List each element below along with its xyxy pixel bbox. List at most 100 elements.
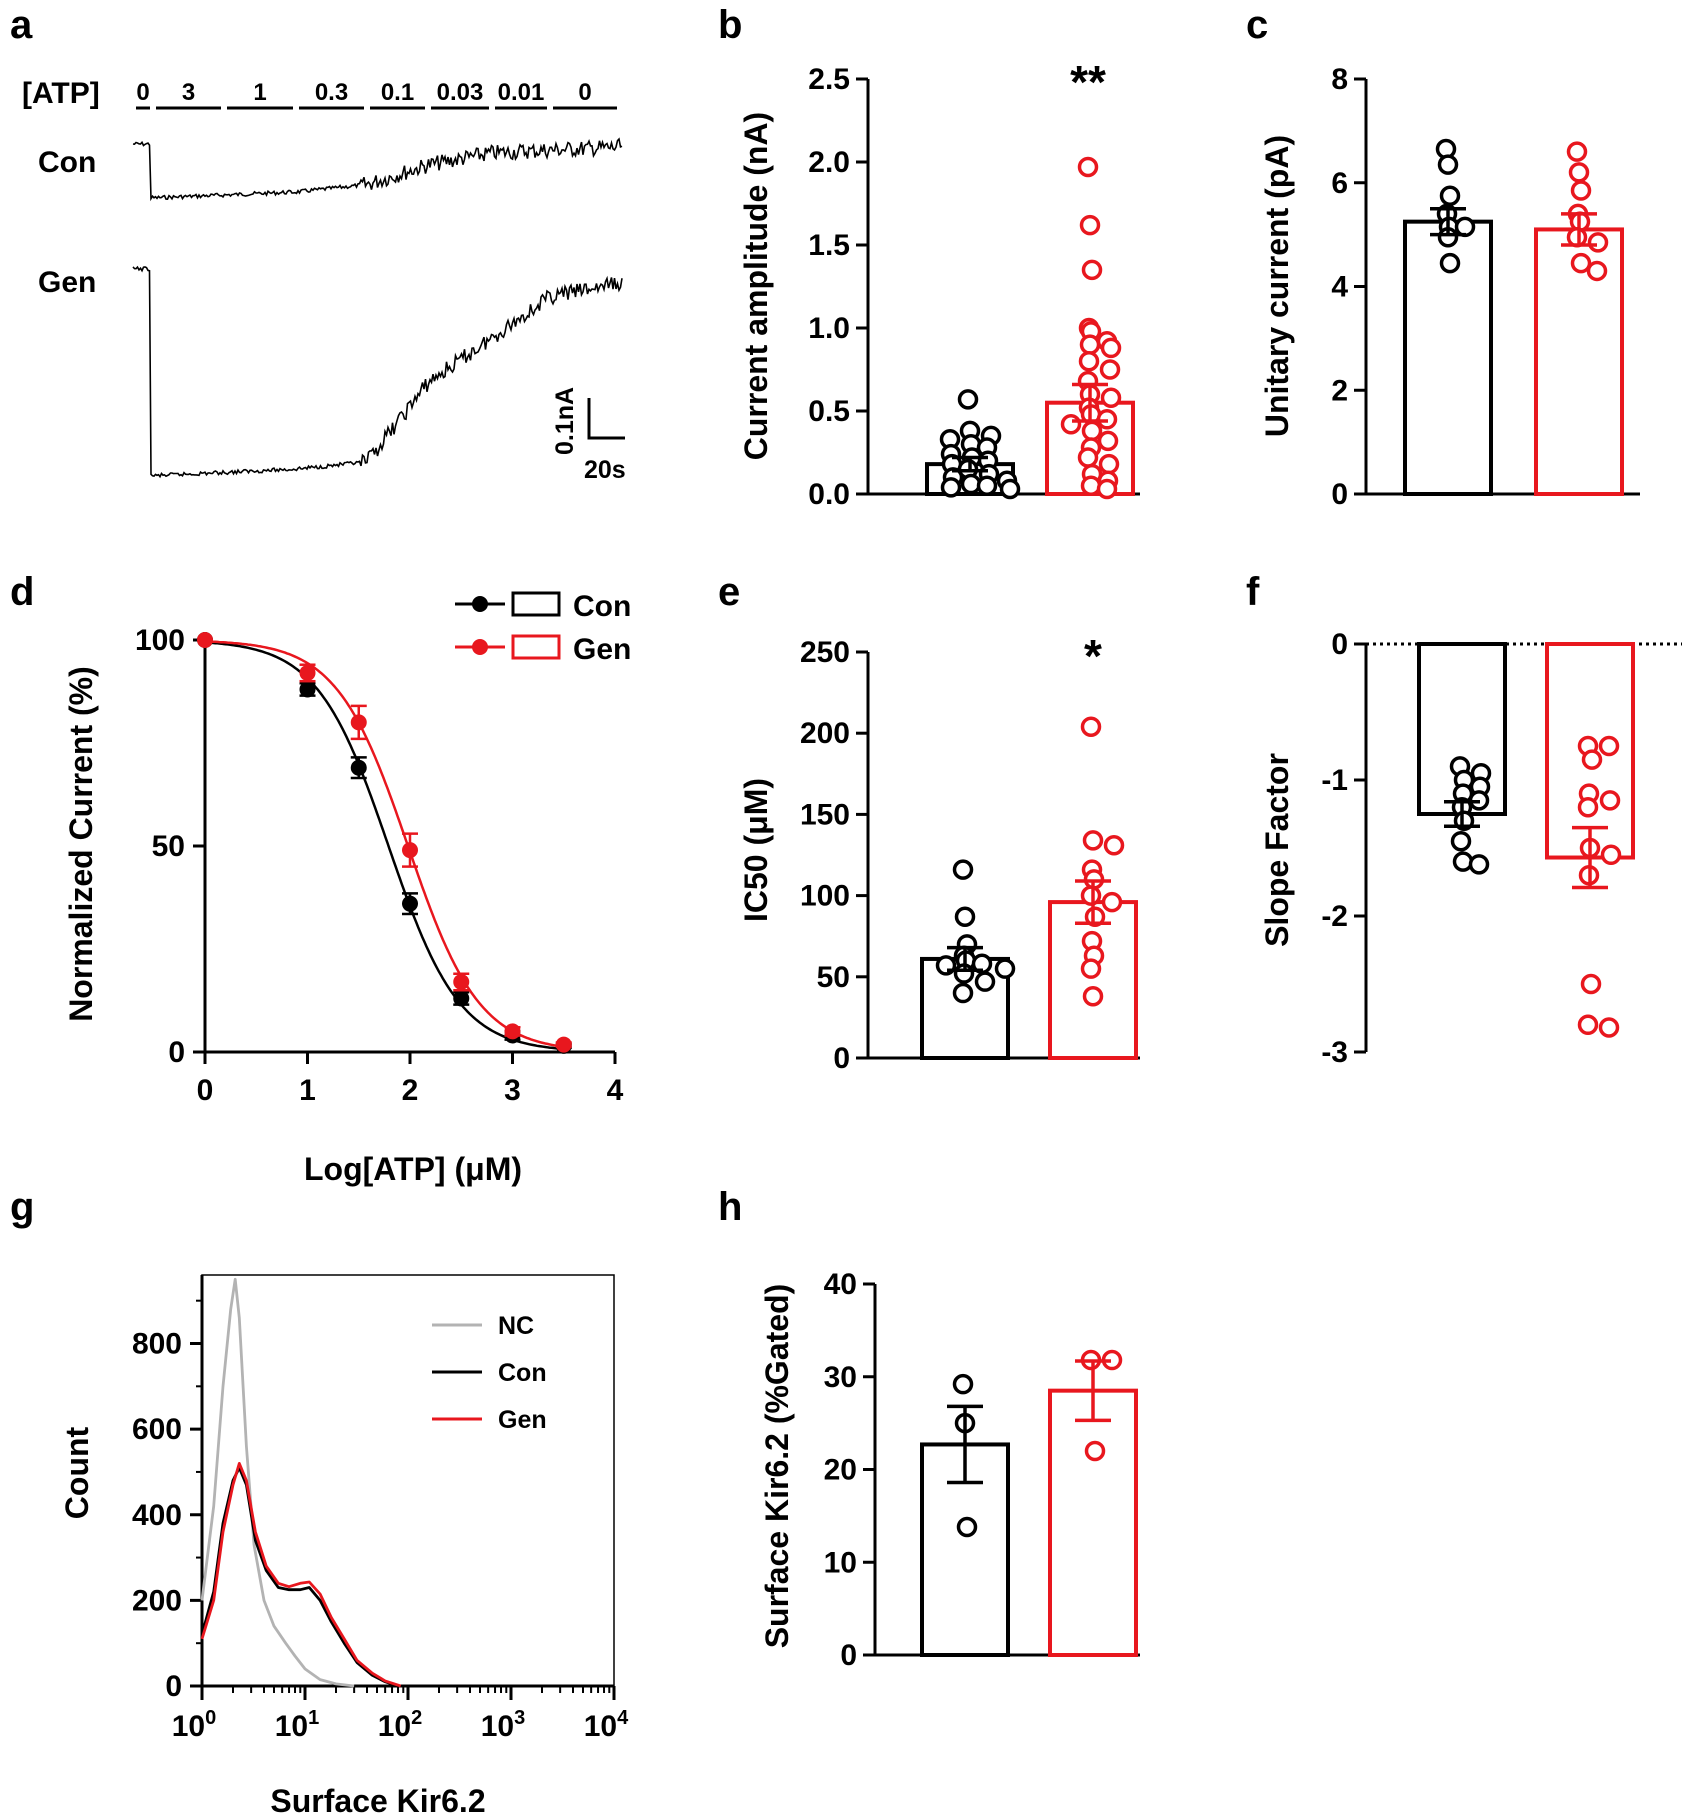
legend-con-marker	[472, 596, 488, 612]
current-traces	[132, 137, 623, 479]
panel-g-histogram: Count Surface Kir6.2 0 200 400 600 800 100 101…	[59, 1274, 629, 1819]
point-gen	[1600, 844, 1622, 866]
point-gen	[1084, 1440, 1106, 1462]
data-point-gen	[299, 664, 316, 681]
panel-d-plot: 0 50 100 0 1 2 3 4	[135, 624, 624, 1107]
point-gen	[1079, 334, 1101, 355]
point-gen	[1587, 232, 1609, 253]
y-tick-label: 100	[800, 880, 850, 913]
y-tick-label: 50	[817, 961, 850, 994]
histogram-gen	[200, 1462, 402, 1688]
legend-gen-label: Gen	[573, 633, 631, 666]
point-gen	[1084, 906, 1106, 927]
trace-gen	[132, 265, 623, 479]
scale-bar-lines	[587, 398, 625, 440]
atp-segment-label: 0	[578, 79, 591, 106]
trace-con	[132, 137, 623, 202]
data-point-con	[402, 895, 418, 912]
point-gen	[1096, 478, 1118, 500]
point-gen	[1100, 387, 1122, 408]
legend-nc-label: NC	[498, 1312, 534, 1340]
y-tick-label: 10	[824, 1546, 857, 1579]
x-tick-label: 103	[481, 1707, 526, 1743]
point-gen	[1082, 986, 1104, 1007]
point-gen	[1570, 252, 1592, 274]
panel-b-plot: 0.0 0.5 1.0 1.5 2.0 2.5	[808, 63, 1140, 511]
y-tick-label: -3	[1321, 1036, 1348, 1069]
point-con	[952, 859, 974, 880]
data-point-gen	[555, 1036, 572, 1053]
legend-con-label: Con	[498, 1359, 547, 1387]
panel-letter-h: h	[718, 1185, 742, 1229]
panel-e-plot: 0 50 100 150 200 250	[800, 636, 1140, 1075]
y-tick-label: 0	[840, 1639, 857, 1672]
x-tick-label: 0	[197, 1074, 214, 1107]
x-tick-label: 1	[299, 1074, 316, 1107]
point-gen	[1078, 350, 1100, 372]
data-point-gen	[402, 842, 418, 859]
panel-h-surface-kir: Surface Kir6.2 (%Gated) 0 10 20 30 40	[759, 1268, 1140, 1672]
panel-e-ic50: IC50 (μM) * 0 50 100 150 200 250	[738, 630, 1140, 1075]
fit-curve-con	[204, 641, 562, 1051]
legend-gen-marker	[472, 639, 488, 655]
point-gen	[1566, 226, 1588, 248]
bar-gen	[1048, 1388, 1138, 1657]
y-tick-label: 0	[833, 1042, 850, 1075]
point-con	[1450, 830, 1472, 852]
point-gen	[1577, 796, 1599, 818]
y-tick-label: 200	[800, 717, 850, 750]
point-con	[1437, 154, 1459, 175]
point-con	[954, 906, 976, 927]
panel-c-unitary-current: Unitary current (pA) 0 2 4 6 8	[1259, 63, 1640, 511]
point-gen	[1586, 260, 1608, 282]
panel-e-significance: *	[1084, 630, 1102, 682]
panel-g-legend: NC Con Gen	[432, 1312, 547, 1434]
point-gen	[1081, 259, 1103, 281]
point-gen	[1079, 214, 1101, 236]
histogram-nc	[200, 1277, 355, 1688]
panel-letter-f: f	[1246, 570, 1260, 614]
point-con	[940, 477, 962, 498]
point-gen	[1080, 958, 1102, 979]
x-tick-label: 104	[584, 1707, 629, 1743]
y-tick-label: 0	[1331, 478, 1348, 511]
y-tick-label: 150	[800, 798, 850, 831]
atp-segment-label: 0.03	[437, 79, 484, 106]
panel-letter-c: c	[1246, 3, 1268, 47]
point-gen	[1101, 891, 1123, 913]
point-gen	[1577, 1014, 1599, 1036]
panel-f-plot: -3 -2 -1 0	[1321, 628, 1682, 1069]
y-tick-label: 4	[1331, 271, 1348, 304]
atp-segment-label: 0	[136, 79, 149, 106]
panel-g-xlabel: Surface Kir6.2	[270, 1783, 485, 1819]
point-con	[1439, 252, 1461, 274]
data-point-con	[299, 681, 316, 698]
panel-f-ylabel: Slope Factor	[1259, 753, 1295, 947]
point-gen	[1580, 973, 1602, 995]
panel-g-ylabel: Count	[59, 1426, 95, 1519]
y-tick-label: 0.5	[808, 395, 850, 428]
y-tick-label: 800	[132, 1328, 182, 1361]
y-tick-label: 8	[1331, 63, 1348, 96]
panel-h-plot: 0 10 20 30 40	[824, 1268, 1140, 1672]
point-con	[1468, 854, 1490, 875]
trace-label-con: Con	[38, 146, 96, 179]
point-gen	[1598, 735, 1620, 757]
atp-segment-label: 3	[182, 79, 195, 106]
panel-d-ylabel: Normalized Current (%)	[63, 666, 99, 1022]
legend-gen-box	[511, 634, 561, 660]
trace-label-gen: Gen	[38, 266, 96, 299]
point-con	[999, 478, 1021, 500]
point-con	[952, 1373, 974, 1395]
point-gen	[1081, 420, 1103, 442]
y-tick-label: 100	[135, 624, 185, 657]
point-gen	[1077, 156, 1099, 178]
y-tick-label: 20	[824, 1454, 857, 1487]
panel-letter-b: b	[718, 3, 742, 47]
panel-d-legend: Con Gen	[455, 590, 631, 666]
panel-a-traces: [ATP] 0 3 1 0.3 0.1 0.03 0.01 0 Con Gen 0.1nA 2…	[22, 77, 626, 484]
point-gen	[1080, 885, 1102, 906]
y-tick-label: 30	[824, 1361, 857, 1394]
point-gen	[1099, 359, 1121, 380]
y-tick-label: 600	[132, 1413, 182, 1446]
